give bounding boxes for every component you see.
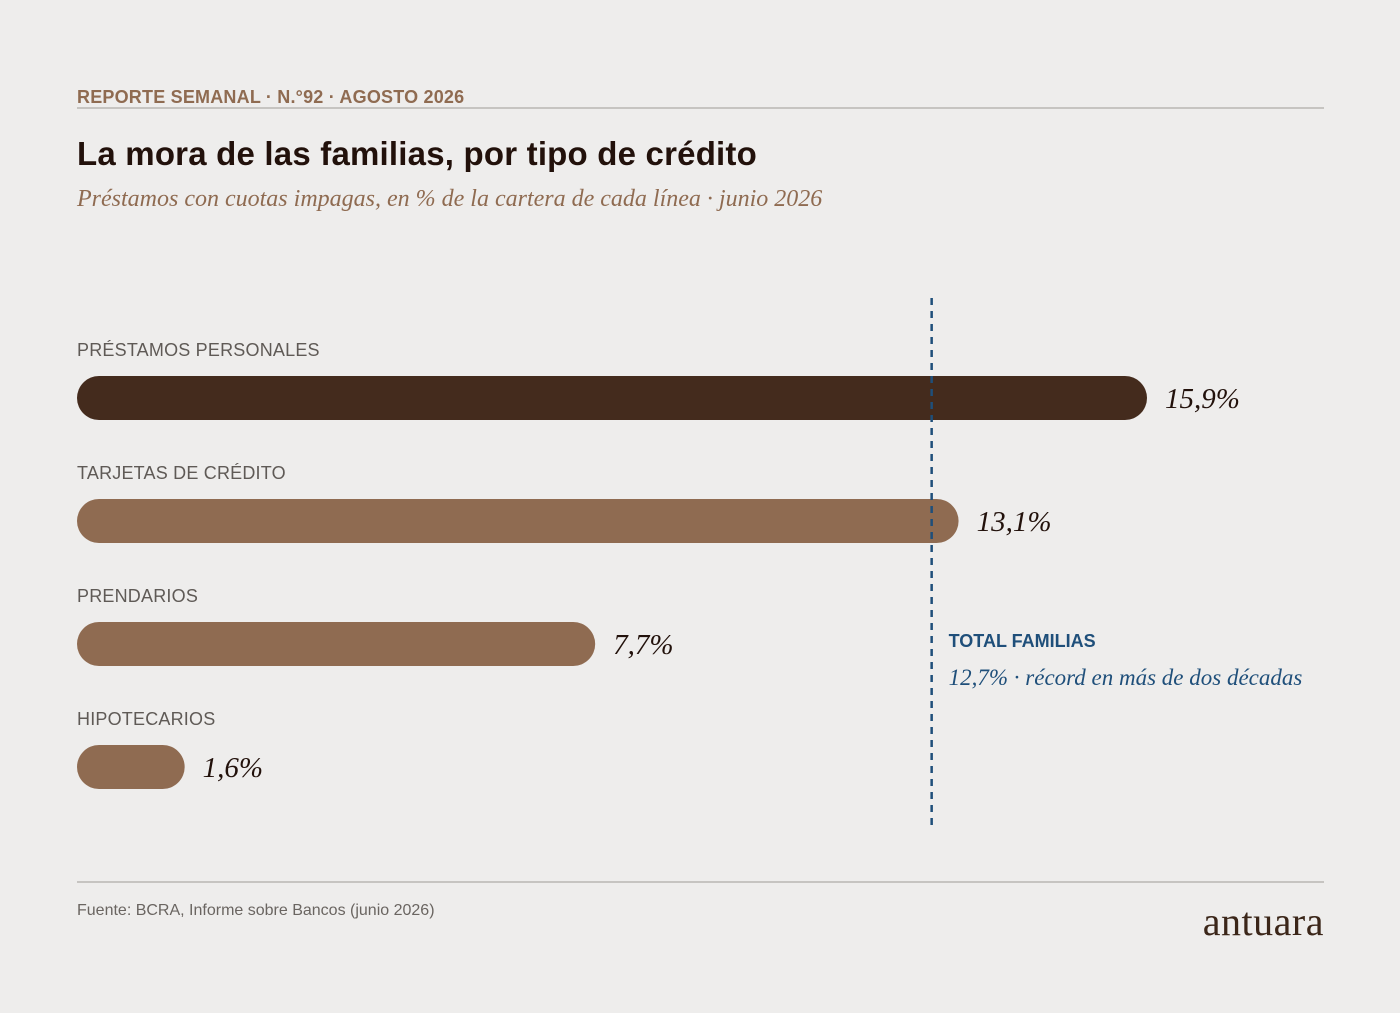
reference-note: 12,7% · récord en más de dos décadas xyxy=(949,665,1303,690)
report-kicker: REPORTE SEMANAL · N.°92 · AGOSTO 2026 xyxy=(77,87,465,107)
bar xyxy=(77,622,596,666)
bar xyxy=(77,499,959,543)
value-label: 13,1% xyxy=(977,506,1052,538)
value-label: 1,6% xyxy=(203,752,263,784)
category-label: HIPOTECARIOS xyxy=(77,709,215,729)
chart-subtitle: Préstamos con cuotas impagas, en % de la… xyxy=(77,186,823,212)
value-label: 15,9% xyxy=(1165,383,1240,415)
category-label: TARJETAS DE CRÉDITO xyxy=(77,463,286,483)
bar xyxy=(77,745,185,789)
value-label: 7,7% xyxy=(613,629,673,661)
category-label: PRENDARIOS xyxy=(77,586,198,606)
brand-logo: antuara xyxy=(1202,899,1324,944)
source-note: Fuente: BCRA, Informe sobre Bancos (juni… xyxy=(77,902,435,919)
footer-divider xyxy=(77,881,1324,883)
header-divider xyxy=(77,107,1324,109)
category-label: PRÉSTAMOS PERSONALES xyxy=(77,340,320,360)
chart-title: La mora de las familias, por tipo de cré… xyxy=(77,135,757,172)
bar xyxy=(77,376,1147,420)
reference-label: TOTAL FAMILIAS xyxy=(949,631,1096,651)
